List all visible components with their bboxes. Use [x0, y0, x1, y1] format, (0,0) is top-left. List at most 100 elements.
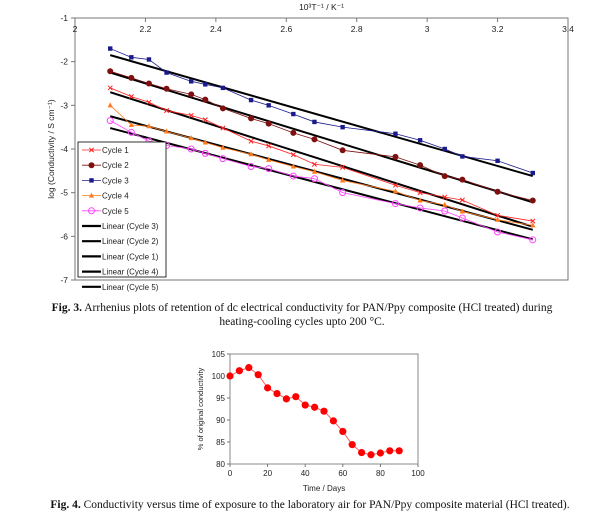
chart1-series-line-cycle-3: [110, 48, 533, 174]
chart1-point-cycle-2: [248, 115, 255, 122]
chart1-point-cycle-3: [417, 138, 423, 143]
chart1-legend-marker: [88, 147, 95, 153]
chart1-legend-marker: [89, 178, 94, 183]
chart1-point-cycle-2: [392, 153, 399, 160]
chart1-point-cycle-2: [339, 147, 346, 154]
chart2-x-tick-label: 60: [338, 469, 347, 478]
chart1-point-cycle-3: [129, 55, 134, 60]
chart1-point-cycle-5: [127, 128, 135, 136]
chart1-point-cycle-2: [417, 162, 424, 169]
fig3-caption-text: Arrhenius plots of retention of dc elect…: [82, 302, 553, 328]
chart1-point-cycle-1: [164, 108, 170, 114]
chart1-x-tick-label: 2.8: [351, 24, 363, 34]
chart2-point: [245, 364, 253, 372]
chart1-point-cycle-5: [310, 175, 318, 183]
chart1-x-tick-label: 3.4: [562, 24, 574, 34]
chart1-point-cycle-3: [340, 124, 345, 130]
chart1-point-cycle-5: [529, 236, 537, 244]
chart1-point-cycle-2: [529, 197, 536, 204]
chart1-series-line-cycle-1: [110, 87, 533, 222]
chart2-point: [301, 401, 309, 409]
chart1-point-cycle-1: [107, 85, 113, 91]
chart1-point-cycle-4: [392, 188, 399, 194]
chart1-x-tick-label: 2.4: [210, 24, 222, 34]
chart1-x-tick-label: 2: [73, 24, 78, 34]
chart2-point: [339, 427, 347, 436]
chart1-point-cycle-3: [164, 70, 169, 75]
chart1-point-cycle-4: [248, 151, 254, 157]
chart1-point-cycle-4: [163, 128, 170, 134]
chart2-y-tick-label: 85: [216, 438, 225, 447]
chart1-point-cycle-4: [530, 222, 536, 228]
chart1-point-cycle-2: [290, 129, 297, 136]
chart1-point-cycle-1: [442, 194, 448, 200]
chart2-x-tick-label: 20: [263, 469, 272, 478]
chart1-point-cycle-2: [265, 120, 272, 127]
chart1-point-cycle-4: [442, 201, 448, 207]
chart1-point-cycle-1: [188, 112, 194, 118]
chart1-y-tick-label: -1: [60, 13, 68, 23]
chart1-y-tick-label: -2: [60, 57, 68, 67]
chart1-point-cycle-5: [339, 189, 347, 197]
chart1-point-cycle-1: [417, 190, 423, 196]
chart2-point: [273, 390, 281, 398]
chart1-y-tick-label: -6: [60, 231, 68, 241]
chart1-point-cycle-1: [146, 99, 152, 105]
chart1-point-cycle-4: [494, 216, 501, 222]
chart1-x-axis-label: 10³T⁻¹ / K⁻¹: [299, 2, 344, 12]
chart1-legend-marker: [88, 162, 95, 169]
chart2-y-tick-label: 80: [216, 460, 225, 469]
chart1-point-cycle-1: [128, 94, 134, 100]
chart1-point-cycle-2: [219, 105, 226, 112]
chart1-point-cycle-5: [106, 117, 114, 125]
chart1-point-cycle-1: [530, 218, 536, 224]
chart1-point-cycle-5: [458, 214, 466, 222]
chart2-point: [292, 393, 300, 401]
chart1-point-cycle-2: [188, 91, 195, 98]
chart1-point-cycle-2: [311, 136, 318, 143]
chart1-point-cycle-5: [265, 165, 273, 173]
chart1-point-cycle-5: [247, 162, 255, 170]
chart1-legend-label: Linear (Cycle 3): [102, 222, 159, 231]
chart1-legend-label: Cycle 4: [102, 192, 129, 201]
chart1-point-cycle-1: [220, 125, 226, 131]
chart2-point: [254, 371, 262, 379]
chart1-legend-label: Linear (Cycle 2): [102, 237, 159, 246]
chart1-point-cycle-3: [248, 97, 254, 103]
chart1-y-tick-label: -3: [60, 100, 68, 110]
chart1-legend-label: Linear (Cycle 5): [102, 283, 159, 292]
chart1-point-cycle-5: [494, 228, 502, 236]
chart1-point-cycle-5: [441, 207, 449, 215]
chart1-x-tick-label: 3.2: [492, 24, 504, 34]
chart2-y-axis-label: % of original conductivity: [196, 367, 205, 450]
chart1-point-cycle-1: [495, 212, 501, 218]
chart2-point: [376, 449, 384, 457]
chart1-y-tick-label: -7: [60, 275, 68, 285]
chart1-legend-label: Cycle 5: [102, 207, 129, 216]
chart1-point-cycle-3: [442, 146, 447, 152]
chart1-point-cycle-2: [494, 188, 501, 195]
chart1-x-tick-label: 2.6: [280, 24, 292, 34]
chart1-point-cycle-5: [416, 204, 424, 212]
chart1-point-cycle-1: [459, 197, 465, 203]
chart1-point-cycle-4: [128, 121, 134, 127]
chart1-legend-marker: [88, 207, 95, 215]
chart2-x-tick-label: 40: [301, 469, 310, 478]
chart1-point-cycle-4: [311, 168, 318, 174]
chart1-point-cycle-4: [340, 177, 346, 183]
chart2-x-tick-label: 80: [376, 469, 385, 478]
chart1-point-cycle-3: [495, 158, 500, 163]
fig4-caption: Fig. 4. Conductivity versus time of expo…: [20, 498, 600, 512]
chart1-point-cycle-3: [530, 170, 535, 176]
chart1-point-cycle-2: [441, 173, 448, 180]
chart2-y-tick-label: 90: [216, 416, 225, 425]
chart1-series-line-cycle-4: [109, 105, 533, 226]
chart1-point-cycle-2: [107, 68, 114, 75]
chart1-point-cycle-3: [291, 111, 296, 117]
chart1-point-cycle-1: [266, 143, 272, 149]
chart1-point-cycle-4: [188, 135, 194, 141]
chart2-point: [348, 441, 356, 449]
chart1-x-tick-label: 3: [425, 24, 430, 34]
fig3-caption: Fig. 3. Arrhenius plots of retention of …: [32, 301, 572, 329]
